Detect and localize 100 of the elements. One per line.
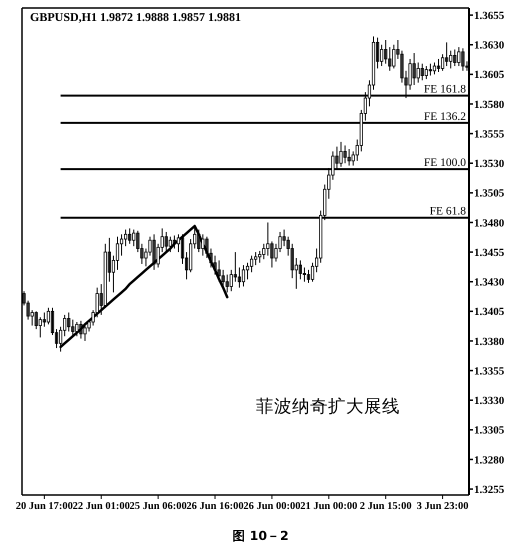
chart-title: GBPUSD,H1 1.9872 1.9888 1.9857 1.9881	[30, 10, 242, 24]
candlestick	[180, 234, 184, 264]
y-tick-label: 1.3405	[474, 306, 505, 318]
line-series	[59, 224, 228, 348]
candlestick	[176, 234, 180, 253]
candlestick	[140, 243, 144, 264]
candlestick	[457, 46, 460, 67]
candlestick	[124, 229, 128, 247]
candlestick	[108, 237, 111, 282]
candlestick	[306, 269, 310, 284]
candlestick	[222, 269, 225, 288]
candlestick	[453, 48, 456, 67]
candlestick	[392, 44, 396, 69]
candlestick	[234, 252, 237, 282]
candlestick	[258, 250, 262, 264]
candlestick	[116, 236, 120, 270]
candlestick	[246, 262, 250, 280]
candlestick	[396, 39, 400, 60]
x-tick-label: 3 Jun 23:00	[416, 501, 469, 512]
candlestick	[286, 236, 290, 256]
y-tick-label: 1.3380	[474, 336, 505, 348]
candlestick	[440, 54, 444, 72]
candlestick	[71, 319, 74, 336]
candlestick	[343, 144, 347, 164]
x-tick-label: 20 Jun 17:00	[16, 501, 73, 512]
candlestick	[302, 266, 306, 282]
candlestick	[348, 148, 351, 166]
candlestick	[420, 63, 424, 81]
ref-line-label: FE 136.2	[424, 110, 466, 123]
x-tick-label: 25 Jun 06:00	[130, 501, 187, 512]
candlestick	[270, 240, 274, 268]
candlestick	[213, 255, 217, 276]
candlestick	[376, 37, 380, 69]
candlestick	[384, 39, 388, 64]
candlestick	[67, 312, 70, 332]
candlestick	[197, 229, 200, 253]
y-tick-label: 1.3655	[474, 10, 505, 22]
candlestick	[217, 260, 221, 282]
candlestick	[298, 260, 302, 280]
candlestick	[42, 312, 46, 328]
candlestick	[290, 243, 294, 279]
candlestick	[380, 44, 384, 67]
candlestick	[461, 48, 465, 72]
candlestick	[54, 328, 58, 349]
candlestick	[75, 322, 78, 337]
candlestick	[132, 229, 136, 247]
y-tick-label: 1.3355	[474, 365, 505, 378]
candlestick	[136, 230, 140, 253]
y-tick-label: 1.3280	[474, 454, 505, 466]
candlestick	[436, 58, 440, 72]
x-tick-label: 21 Jun 00:00	[300, 501, 358, 512]
candlestick	[201, 234, 204, 256]
y-tick-label: 1.3330	[474, 395, 505, 408]
y-tick-label: 1.3605	[474, 69, 505, 82]
candlestick	[205, 236, 209, 259]
y-tick-label: 1.3430	[474, 276, 505, 289]
x-tick-label: 26 Jun 16:00	[186, 501, 244, 512]
candlestick	[168, 236, 172, 253]
candlestick	[230, 269, 233, 292]
candlestick	[412, 52, 416, 86]
candlestick	[46, 307, 50, 325]
y-tick-label: 1.3555	[474, 128, 505, 140]
x-tick-label: 2 Jun 15:00	[360, 501, 412, 512]
candlestick	[250, 255, 254, 273]
candlestick	[262, 243, 266, 260]
candlestick	[266, 222, 270, 256]
y-tick-label: 1.3580	[474, 98, 505, 111]
candlestick	[445, 42, 448, 67]
candlestick	[242, 264, 246, 287]
candlestick	[254, 252, 258, 266]
candlestick	[408, 58, 412, 90]
ref-line-label: FE 61.8	[430, 206, 466, 218]
y-tick-label: 1.3480	[474, 217, 505, 230]
annotation: 菲波纳奇扩大展线	[256, 396, 400, 417]
candlestick	[79, 320, 83, 340]
candlestick	[26, 300, 30, 320]
x-tick-label: 26 Jun 00:00	[243, 501, 301, 512]
candlestick	[152, 234, 156, 270]
candlestick	[238, 266, 242, 288]
y-tick-label: 1.3305	[474, 424, 505, 437]
x-tick-label: 22 Jun 01:00	[72, 501, 130, 512]
y-tick-label: 1.3455	[474, 246, 505, 259]
candlestick	[164, 231, 168, 252]
candlestick	[30, 310, 34, 326]
y-tick-label: 1.3630	[474, 40, 505, 52]
candlestick	[388, 46, 392, 72]
candlestick	[400, 50, 404, 84]
candlestick	[100, 284, 103, 316]
candlestick	[294, 258, 298, 290]
y-tick-label: 1.3505	[474, 188, 505, 200]
candlestick	[148, 236, 152, 256]
y-tick-label: 1.3530	[474, 158, 505, 170]
candlestick	[50, 307, 54, 336]
candlestick	[38, 316, 42, 338]
candlestick	[449, 50, 452, 69]
ref-line-label: FE 161.8	[424, 84, 466, 96]
candlestick	[416, 62, 420, 84]
candlestick	[432, 62, 436, 75]
caption: 图 10－2	[232, 528, 289, 543]
candlestick	[184, 252, 188, 280]
